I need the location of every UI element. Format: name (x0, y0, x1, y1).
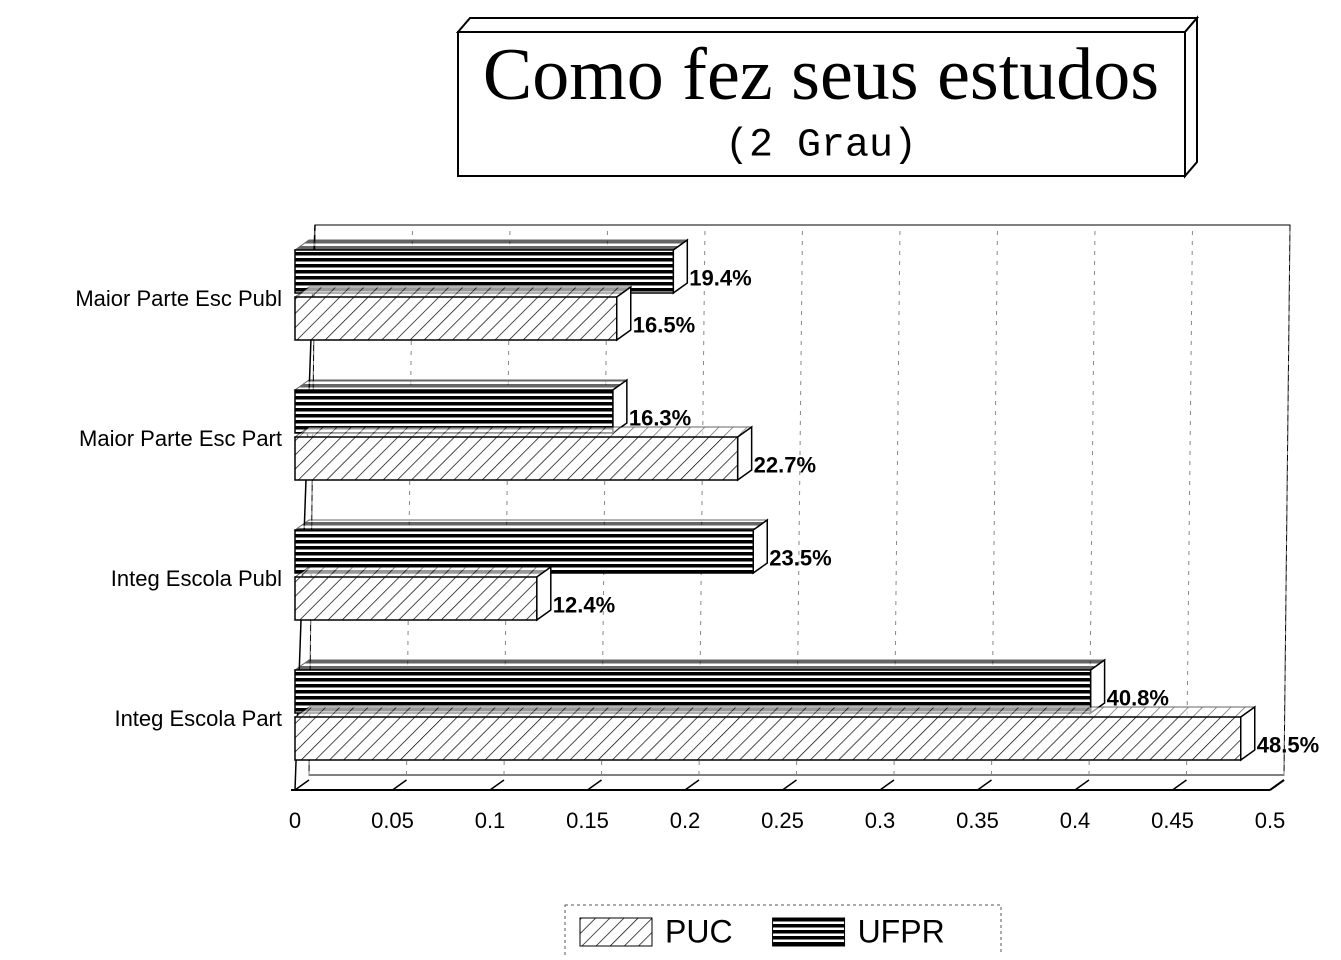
x-tick-label: 0.3 (865, 808, 896, 833)
x-tick (1269, 779, 1285, 791)
y-tick-label: Maior Parte Esc Publ (75, 286, 282, 311)
x-tick-label: 0.4 (1060, 808, 1091, 833)
legend: PUC UFPR (579, 913, 945, 949)
data-label: 22.7% (754, 452, 816, 477)
x-tick (587, 779, 602, 791)
x-tick-label: 0.05 (371, 808, 414, 833)
x-tick (782, 779, 797, 791)
x-tick-label: 0.25 (761, 808, 804, 833)
x-tick (1172, 779, 1187, 791)
bar-side (612, 378, 628, 435)
bar-top (293, 706, 1257, 718)
x-tick-label: 0.45 (1151, 808, 1194, 833)
x-tick-label: 0 (289, 808, 301, 833)
x-tick-label: 0.15 (566, 808, 609, 833)
legend-label: PUC (665, 913, 733, 949)
data-label: 23.5% (769, 545, 831, 570)
bar-side (1089, 658, 1106, 715)
y-tick-label: Integ Escola Publ (111, 566, 282, 591)
bar-top (293, 519, 769, 531)
grid-line (1283, 224, 1291, 776)
data-label: 12.4% (553, 592, 615, 617)
data-label: 48.5% (1257, 732, 1319, 757)
x-tick-label: 0.5 (1255, 808, 1286, 833)
title-box-top (455, 17, 1200, 33)
legend-swatch (772, 917, 846, 947)
legend-swatch (579, 917, 653, 947)
bar-top (293, 659, 1107, 671)
chart-subtitle: (2 Grau) (725, 124, 917, 169)
data-label: 19.4% (689, 265, 751, 290)
x-tick (684, 779, 700, 791)
bar (294, 249, 675, 294)
legend-box (564, 904, 1002, 960)
x-tick (294, 779, 310, 791)
x-tick-label: 0.2 (670, 808, 701, 833)
data-label: 40.8% (1107, 685, 1169, 710)
bar (294, 296, 618, 341)
bar (294, 576, 538, 621)
bar (294, 436, 739, 481)
title-box-side (1184, 15, 1198, 179)
bar-top (293, 239, 689, 251)
bar-side (1240, 705, 1256, 762)
x-tick-label: 0.35 (956, 808, 999, 833)
y-tick-label: Integ Escola Part (114, 706, 282, 731)
bar-top (293, 566, 553, 578)
bar-side (616, 285, 632, 342)
bar-side (672, 238, 689, 295)
x-tick (879, 779, 895, 791)
bar-side (536, 565, 552, 622)
bar-side (736, 425, 753, 482)
data-label: 16.3% (629, 405, 691, 430)
bar (294, 529, 754, 574)
data-label: 16.5% (633, 312, 695, 337)
plot-area: 0 0.05 0.1 0.15 0.2 0.25 0.3 0.35 0.4 0.45 0.5 Maio… (75, 224, 1319, 833)
x-tick (1074, 779, 1090, 791)
y-tick-label: Maior Parte Esc Part (79, 426, 282, 451)
grid-line (1186, 224, 1193, 776)
bar (294, 716, 1242, 761)
bar-side (752, 518, 768, 575)
bar-top (293, 379, 629, 391)
legend-label: UFPR (858, 913, 945, 949)
x-tick (392, 779, 407, 791)
x-tick (977, 779, 992, 791)
x-tick (489, 779, 505, 791)
bar (294, 669, 1092, 714)
bar-top (293, 286, 633, 298)
chart-title: Como fez seus estudos (483, 34, 1159, 116)
bar-top (293, 426, 754, 438)
x-tick-label: 0.1 (475, 808, 506, 833)
title-box (457, 31, 1186, 177)
